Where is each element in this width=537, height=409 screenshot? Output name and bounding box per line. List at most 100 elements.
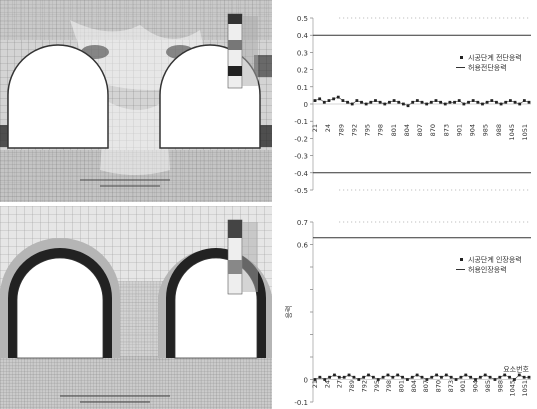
data-point xyxy=(435,373,438,377)
x-tick-label: 1045 xyxy=(509,380,517,397)
legend-label: 허용전단응력 xyxy=(468,63,507,72)
data-point xyxy=(342,375,346,379)
data-point xyxy=(478,375,482,379)
data-point xyxy=(374,99,377,102)
legend-marker-square xyxy=(460,56,463,59)
data-point xyxy=(327,99,331,102)
data-point xyxy=(376,378,380,381)
x-tick-label: 904 xyxy=(472,380,480,392)
y-tick-label: -0.1 xyxy=(294,118,308,126)
data-point xyxy=(425,378,429,381)
data-point xyxy=(352,375,356,379)
data-point xyxy=(522,375,526,379)
data-point xyxy=(383,102,387,106)
fem-contour-top-svg xyxy=(0,0,272,202)
data-point xyxy=(392,99,396,102)
data-point xyxy=(406,104,410,108)
data-point xyxy=(440,375,443,379)
data-point xyxy=(453,100,456,104)
data-point xyxy=(396,373,400,377)
data-point xyxy=(429,100,433,104)
data-point xyxy=(381,375,385,379)
data-point xyxy=(481,102,484,106)
y-axis-title: 응력 xyxy=(285,306,293,319)
x-tick-label: 901 xyxy=(459,380,467,392)
data-point xyxy=(341,99,345,102)
data-point xyxy=(415,99,419,102)
data-point xyxy=(527,100,531,104)
data-point xyxy=(420,375,424,379)
x-tick-label: 792 xyxy=(350,124,358,136)
data-point xyxy=(498,375,502,379)
data-point xyxy=(322,100,326,104)
data-point xyxy=(503,373,507,377)
x-tick-label: 904 xyxy=(469,124,477,136)
data-point xyxy=(391,375,395,379)
x-tick-label: 24 xyxy=(324,124,332,132)
data-point xyxy=(504,100,508,104)
tensile-stress-chart-svg: 0.7 0.6 0 -0.1 21 24 27 789 792 795 798 801 804 807 87… xyxy=(285,219,531,407)
x-tick-label: 870 xyxy=(435,380,443,392)
data-point xyxy=(517,373,521,377)
data-point xyxy=(434,99,438,102)
y-tick-label: -0.2 xyxy=(294,135,308,143)
data-point xyxy=(411,100,415,104)
data-point xyxy=(508,99,512,102)
x-tick-label: 901 xyxy=(455,124,463,136)
x-tick-label: 795 xyxy=(364,124,372,136)
data-point xyxy=(439,100,443,104)
data-point xyxy=(459,375,463,379)
data-point xyxy=(495,100,498,104)
data-point xyxy=(499,102,503,106)
data-point xyxy=(378,100,382,104)
data-point xyxy=(448,100,452,104)
data-point xyxy=(367,373,370,377)
data-point xyxy=(401,102,405,106)
data-point xyxy=(313,378,317,381)
x-tick-label: 985 xyxy=(484,380,492,392)
data-point xyxy=(444,373,448,377)
x-tick-label: 789 xyxy=(337,124,345,136)
data-point xyxy=(483,373,487,377)
data-point xyxy=(386,373,390,377)
data-point xyxy=(443,102,447,106)
data-point xyxy=(397,100,401,104)
data-point xyxy=(346,100,349,104)
data-point xyxy=(333,373,336,377)
data-point xyxy=(332,97,336,101)
data-point xyxy=(355,99,359,102)
y-tick-label: -0.5 xyxy=(294,187,308,195)
y-tick-label: 0.4 xyxy=(297,32,309,40)
data-point xyxy=(420,100,424,104)
y-tick-label: 0.1 xyxy=(297,84,308,92)
y-tick-label: 0.2 xyxy=(297,67,308,75)
x-tick-label: 873 xyxy=(442,124,450,136)
y-tick-label: 0 xyxy=(304,101,308,109)
data-point xyxy=(430,375,434,379)
tensile-stress-chart: 0.7 0.6 0 -0.1 21 24 27 789 792 795 798 801 804 807 87… xyxy=(285,208,535,409)
data-point xyxy=(410,375,414,379)
x-tick-label: 1051 xyxy=(521,380,529,397)
x-axis-title: 요소번호 xyxy=(503,365,529,374)
data-point xyxy=(476,100,480,104)
data-point xyxy=(513,100,517,104)
x-tick-label: 801 xyxy=(390,124,398,136)
data-point xyxy=(527,375,531,379)
data-point xyxy=(362,375,366,379)
data-point xyxy=(357,378,361,381)
data-point xyxy=(457,99,461,102)
legend-label: 허용인장응력 xyxy=(468,265,507,274)
x-tick-label: 988 xyxy=(496,380,504,392)
data-point xyxy=(518,102,522,106)
x-tick-label: 21 xyxy=(311,380,319,388)
data-point xyxy=(462,102,466,106)
legend-label: 시공단계 인장응력 xyxy=(468,255,522,264)
x-tick-label: 795 xyxy=(373,380,381,392)
data-point xyxy=(449,375,453,379)
data-point xyxy=(508,375,511,379)
data-point xyxy=(522,99,526,102)
y-tick-label: 0.5 xyxy=(297,15,308,23)
fem-contour-bottom xyxy=(0,206,272,409)
shear-stress-chart: 0.5 0.4 0.3 0.2 0.1 0 -0.1 -0.2 -0.3 -0.4 -0.5 21 24… xyxy=(285,2,535,202)
x-tick-label: 807 xyxy=(416,124,424,136)
